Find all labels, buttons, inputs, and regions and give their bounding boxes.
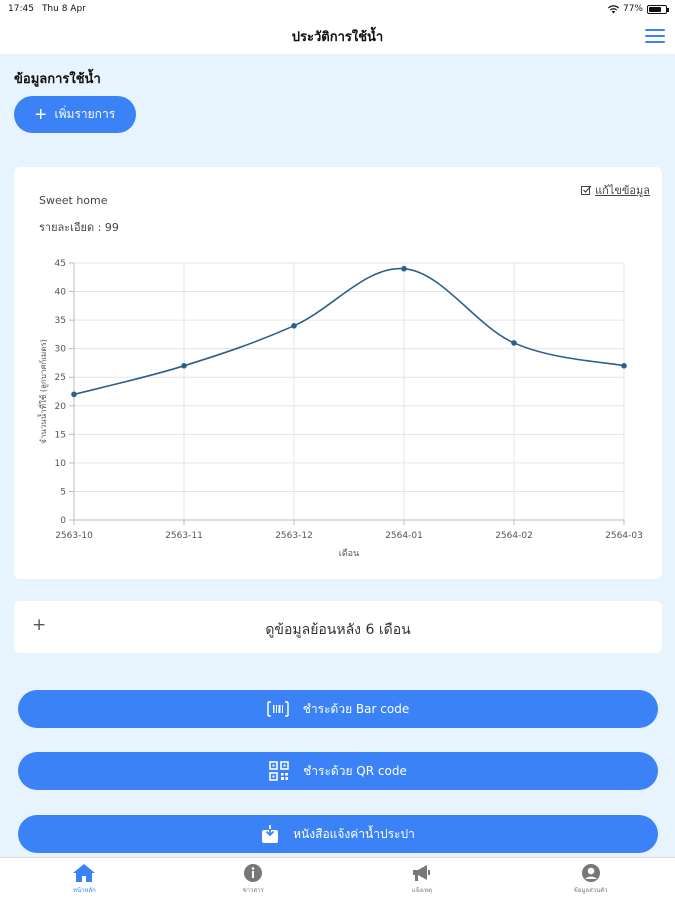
megaphone-icon [412,865,430,881]
y-axis-title: จำนวนน้ำที่ใช้ (ลูกบาศก์เมตร) [37,339,49,444]
x-tick-label: 2564-03 [605,531,643,541]
data-point [181,363,187,369]
x-axis-title: เดือน [339,548,359,559]
y-tick-label: 15 [55,430,66,440]
battery-icon [647,4,669,14]
x-tick-label: 2563-11 [165,531,203,541]
tab-report-label: แจ้งเหตุ [411,887,432,894]
y-tick-label: 0 [60,516,66,526]
y-tick-label: 40 [55,288,67,298]
bill-notice-label: หนังสือแจ้งค่าน้ำประปา [293,826,415,841]
qr-code-icon [269,761,289,781]
usage-chart-card: Sweet home รายละเอียด : 99 แก้ไขข้อมูล 0… [14,167,662,579]
add-item-button[interactable]: + เพิ่มรายการ [14,96,136,133]
tab-profile-label: ข้อมูลส่วนตัว [573,887,608,894]
pay-qrcode-button[interactable]: ชำระด้วย QR code [18,752,658,790]
data-point [621,363,627,369]
x-tick-label: 2563-10 [55,531,93,541]
nav-bar: ประวัติการใช้น้ำ [0,18,675,54]
x-tick-label: 2564-01 [385,531,423,541]
y-tick-label: 10 [55,459,67,469]
pay-qrcode-label: ชำระด้วย QR code [303,763,407,778]
page-title: ประวัติการใช้น้ำ [291,29,384,45]
status-bar: 17:45 Thu 8 Apr 77% [0,0,675,18]
edit-data-link[interactable]: แก้ไขข้อมูล [581,181,650,199]
tab-news-label: ข่าวสาร [242,887,264,894]
battery-percent: 77% [622,4,643,14]
info-icon [244,864,263,882]
status-time: 17:45 [8,4,34,14]
history-expander[interactable]: + ดูข้อมูลย้อนหลัง 6 เดือน [14,601,662,653]
meter-name: Sweet home [39,194,108,207]
y-tick-label: 30 [55,345,67,355]
meter-detail: รายละเอียด : 99 [39,221,119,234]
menu-line [645,41,665,43]
data-point [71,391,77,398]
hamburger-menu-icon[interactable] [645,29,665,43]
pay-barcode-label: ชำระด้วย Bar code [302,701,410,716]
download-tray-icon [262,825,279,843]
home-icon [73,864,96,882]
x-tick-label: 2564-02 [495,531,533,541]
tab-profile[interactable]: ข้อมูลส่วนตัว [506,858,675,900]
barcode-icon [267,701,289,717]
usage-line-chart: 0 5 10 15 20 25 30 35 40 45 2563-10 2563-11 2563-12 2… [37,259,643,559]
tab-news[interactable]: ข่าวสาร [169,858,338,900]
history-label: ดูข้อมูลย้อนหลัง 6 เดือน [265,622,411,638]
y-tick-label: 35 [55,316,66,326]
plus-icon: + [34,103,47,126]
data-point [511,340,517,346]
data-point [401,265,407,272]
y-tick-label: 20 [55,402,67,412]
y-tick-label: 5 [60,487,66,497]
menu-line [645,29,665,31]
wifi-icon [607,4,619,13]
tab-home[interactable]: หน้าหลัก [0,858,169,900]
x-tick-label: 2563-12 [275,531,313,541]
edit-data-label: แก้ไขข้อมูล [595,184,650,197]
pay-barcode-button[interactable]: ชำระด้วย Bar code [18,690,658,728]
section-title: ข้อมูลการใช้น้ำ [14,72,101,87]
edit-checkbox-icon [581,185,592,195]
user-icon [581,864,600,882]
menu-line [645,35,665,37]
tab-report[interactable]: แจ้งเหตุ [338,858,507,900]
data-point [291,323,297,329]
tab-home-label: หน้าหลัก [73,887,96,894]
battery-level [649,6,662,12]
status-date: Thu 8 Apr [41,4,86,14]
y-tick-label: 25 [55,373,66,383]
y-tick-label: 45 [55,259,66,269]
tab-bar: หน้าหลัก ข่าวสาร แจ้งเหตุ ข้อมูลส่วนตัว [0,857,675,900]
bill-notice-button[interactable]: หนังสือแจ้งค่าน้ำประปา [18,815,658,853]
expand-plus-icon: + [32,615,47,635]
series-line [73,267,625,396]
add-item-label: เพิ่มรายการ [54,107,116,121]
